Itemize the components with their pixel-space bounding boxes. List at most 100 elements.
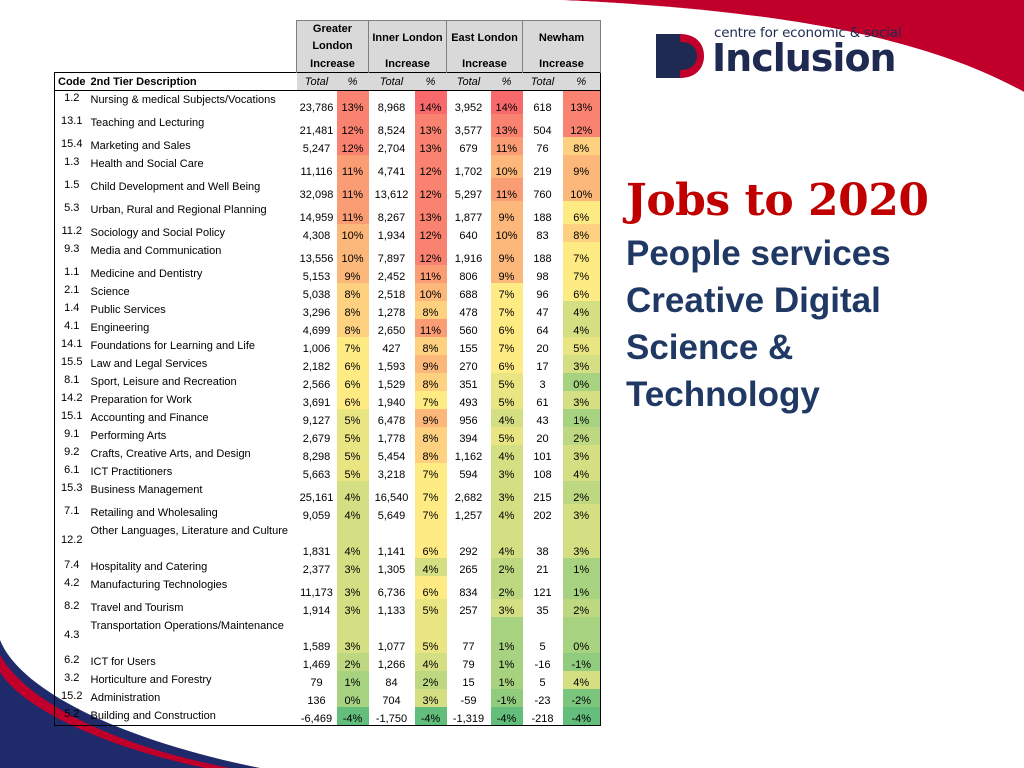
row-total-increase: 4,308	[302, 229, 331, 242]
row-code: 1.4	[54, 300, 89, 319]
row-percent-increase: 12%	[414, 154, 447, 178]
row-percent-increase: 9%	[490, 264, 523, 283]
row-percent-increase: 11%	[414, 264, 447, 283]
row-percent-increase: 11%	[490, 177, 523, 201]
code-column-header: Code	[54, 72, 89, 91]
row-code: 2.1	[54, 282, 89, 301]
row-percent-increase: -4%	[562, 706, 601, 726]
row-percent-increase: 5%	[414, 616, 447, 653]
row-percent-increase: 4%	[562, 670, 601, 689]
row-description: Building and Construction	[88, 706, 297, 726]
row-total-increase: 21,481	[299, 124, 334, 137]
row-total-increase: 4,699	[302, 324, 331, 337]
row-total-increase: 478	[459, 306, 478, 319]
row-total-increase: -1,750	[368, 706, 415, 726]
row-description: Accounting and Finance	[90, 411, 209, 424]
row-total-increase: 618	[533, 101, 552, 114]
row-total-increase: 427	[382, 342, 401, 355]
row-total-increase: 688	[459, 288, 478, 301]
row-description: Nursing & medical Subjects/Vocations	[90, 94, 276, 106]
headline-line-4: Technology	[626, 375, 820, 414]
row-total-increase: 3	[539, 378, 546, 391]
row-description: Other Languages, Literature and Culture	[90, 524, 289, 537]
row-total-increase: 8,267	[377, 211, 406, 224]
row-total-increase: 64	[536, 324, 549, 337]
table-row: 14.2 Preparation for Work 3,691 6% 1,940 7% 49…	[54, 390, 601, 409]
headline-line-2: Creative Digital	[626, 281, 881, 320]
row-total-increase: 351	[459, 378, 478, 391]
row-percent-increase: 8%	[414, 426, 447, 445]
row-percent-increase: 3%	[490, 480, 523, 504]
inclusion-logo: centre for economic & social Inclusion	[654, 24, 904, 84]
row-total-increase: 5,247	[302, 142, 331, 155]
row-total-increase: 1,133	[377, 604, 406, 617]
row-total-increase: 292	[459, 545, 478, 558]
row-percent-increase: 1%	[336, 670, 369, 689]
row-percent-increase: 4%	[562, 300, 601, 319]
row-code: 5.2	[54, 706, 89, 726]
row-percent-increase: 2%	[490, 575, 523, 599]
row-percent-increase: 6%	[490, 318, 523, 337]
row-percent-increase: 6%	[562, 200, 601, 224]
row-description: Sport, Leisure and Recreation	[90, 375, 237, 388]
row-total-increase: 16,540	[374, 491, 409, 504]
row-total-increase: 13,612	[374, 188, 409, 201]
row-total-increase: 79	[462, 658, 475, 671]
row-percent-increase: 4%	[562, 462, 601, 481]
row-total-increase: 1,702	[454, 165, 483, 178]
row-total-increase: 13,556	[299, 252, 334, 265]
row-code: 1.2	[54, 90, 89, 114]
row-total-increase: 43	[536, 414, 549, 427]
table-row: 3.2 Horticulture and Forestry 79 1% 84 2% 15 1%…	[54, 670, 601, 689]
row-total-increase: 5	[539, 640, 546, 653]
row-description: Science	[90, 285, 130, 298]
row-percent-increase: 7%	[414, 480, 447, 504]
row-total-increase: 108	[533, 468, 552, 481]
row-percent-increase: 6%	[336, 372, 369, 391]
table-row: 15.3 Business Management 25,161 4% 16,540 7% 2…	[54, 480, 601, 504]
row-total-increase: 1,006	[302, 342, 331, 355]
row-percent-increase: 3%	[562, 390, 601, 409]
row-percent-increase: -4%	[414, 706, 447, 726]
row-code: 15.5	[54, 354, 89, 373]
row-percent-increase: 9%	[414, 408, 447, 427]
row-total-increase: 2,518	[377, 288, 406, 301]
row-description: Travel and Tourism	[90, 601, 184, 614]
row-percent-increase: 6%	[414, 521, 447, 558]
row-percent-increase: 7%	[414, 503, 447, 522]
table-row: 1.3 Health and Social Care 11,116 11% 4,741 1…	[54, 154, 601, 178]
row-percent-increase: 4%	[490, 521, 523, 558]
row-total-increase: 5,038	[302, 288, 331, 301]
row-percent-increase: 3%	[336, 557, 369, 576]
row-total-increase: 23,786	[299, 101, 334, 114]
table-row: 2.1 Science 5,038 8% 2,518 10% 688 7% 96 6%	[54, 282, 601, 301]
row-percent-increase: 13%	[490, 113, 523, 137]
row-code: 4.1	[54, 318, 89, 337]
row-total-increase: 2,682	[454, 491, 483, 504]
total-column-header: Total	[368, 72, 415, 91]
row-total-increase: 77	[462, 640, 475, 653]
row-percent-increase: 9%	[490, 200, 523, 224]
row-total-increase: 9,127	[302, 414, 331, 427]
row-percent-increase: 7%	[490, 336, 523, 355]
column-header-row: Code 2nd Tier Description Total % Total …	[54, 72, 601, 91]
headline-block: Jobs to 2020 People services Creative Di…	[626, 172, 929, 418]
row-percent-increase: 3%	[336, 575, 369, 599]
row-code: 1.1	[54, 264, 89, 283]
row-code: 9.2	[54, 444, 89, 463]
inclusion-logo-mark-icon	[656, 34, 704, 78]
table-row: 1.1 Medicine and Dentistry 5,153 9% 2,452 11%…	[54, 264, 601, 283]
row-total-increase: 96	[536, 288, 549, 301]
percent-column-header: %	[336, 72, 369, 91]
table-row: 15.5 Law and Legal Services 2,182 6% 1,593 9%…	[54, 354, 601, 373]
table-row: 4.1 Engineering 4,699 8% 2,650 11% 560 6% 64 4%	[54, 318, 601, 337]
row-percent-increase: 7%	[562, 241, 601, 265]
row-total-increase: 2,377	[302, 563, 331, 576]
total-column-header: Total	[446, 72, 491, 91]
row-percent-increase: 3%	[414, 688, 447, 707]
row-description: Administration	[90, 691, 161, 704]
row-percent-increase: 8%	[336, 300, 369, 319]
row-percent-increase: 6%	[336, 390, 369, 409]
table-row: 13.1 Teaching and Lecturing 21,481 12% 8,524…	[54, 113, 601, 137]
row-description: Law and Legal Services	[90, 357, 208, 370]
